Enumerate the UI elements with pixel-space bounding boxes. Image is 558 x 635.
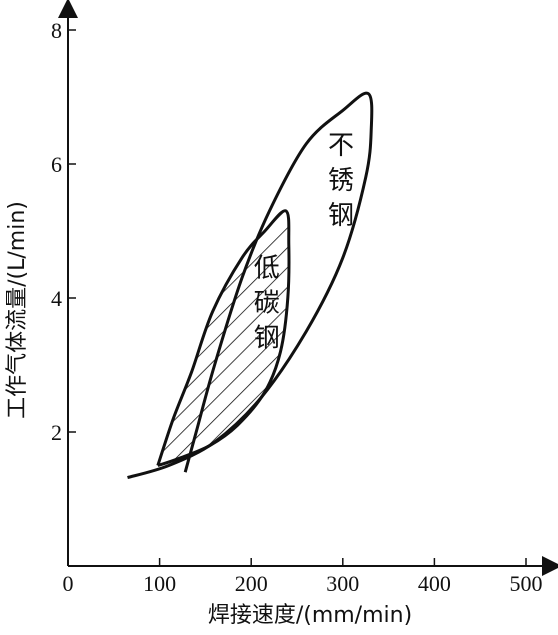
region-label-char: 钢: [254, 324, 280, 354]
region-label-char: 碳: [254, 289, 280, 319]
y-tick-label: 8: [51, 18, 62, 43]
y-tick-label: 4: [51, 286, 62, 311]
x-tick-label: 200: [235, 571, 268, 596]
x-axis-title: 焊接速度/(mm/min): [208, 603, 412, 628]
x-tick-label: 400: [418, 571, 451, 596]
x-tick-label: 500: [510, 571, 543, 596]
axis-ticks: 0 100 200 300 400 500 2 4 6 8: [51, 18, 543, 596]
region-label-char: 钢: [328, 201, 354, 231]
x-tick-label: 100: [143, 571, 176, 596]
region-label-char: 不: [328, 131, 354, 161]
data-regions: [127, 91, 374, 480]
y-axis-title: 工作气体流量/(L/min): [5, 201, 30, 419]
y-tick-label: 6: [51, 152, 62, 177]
region-label-char: 低: [254, 254, 280, 284]
low-carbon-steel-region: [156, 209, 291, 467]
x-tick-label: 0: [63, 571, 74, 596]
region-label-char: 锈: [328, 166, 354, 196]
x-tick-label: 300: [326, 571, 359, 596]
y-tick-label: 2: [51, 420, 62, 445]
